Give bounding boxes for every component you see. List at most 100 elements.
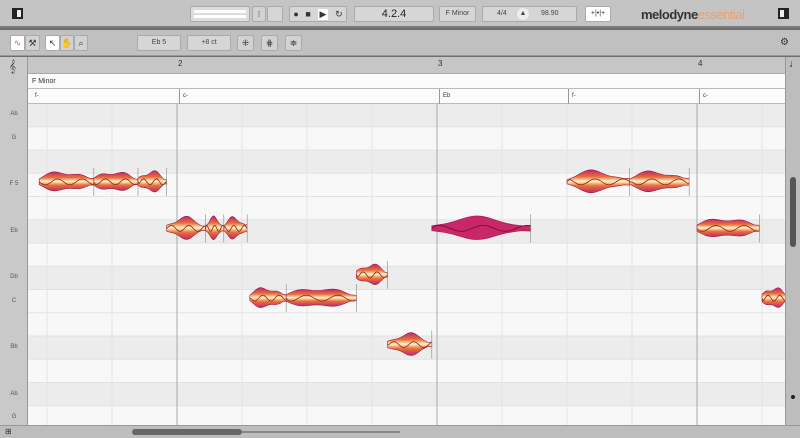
play-icon[interactable]: ▶ [317,8,329,20]
pitch-row [28,196,785,220]
note-blob[interactable] [356,260,388,289]
pitch-row [28,219,785,243]
pitch-row [28,359,785,383]
loop-icon[interactable]: ↻ [335,8,343,19]
scroll-dot[interactable] [791,395,795,399]
chord-label[interactable]: Eb [439,89,450,104]
stop-icon[interactable]: ■ [305,9,311,19]
pitch-curve [356,271,388,279]
pitch-field[interactable]: Eb 5 [137,35,181,51]
key-display[interactable]: F Minor [439,6,476,22]
macro-tool-icon[interactable]: ⚒ [25,35,40,51]
tool-bar: ∿ ⚒ ↖ ✋ ⌕ Eb 5 +8 ct ⁜ ⋕ ≑ ⚙ [0,30,800,56]
metronome-icon[interactable]: ▲ [517,8,529,20]
time-stretch-button[interactable]: +|•|+ [585,6,611,22]
piano-keys: 𝄞 Ab G F 5 Eb Db C Bb Ab G [0,57,28,425]
pitch-row [28,126,785,150]
note-blob[interactable] [223,214,248,243]
pointer-tool-icon[interactable]: ↖ [45,35,60,51]
chord-label[interactable]: f- [568,89,576,104]
horizontal-scrollbar[interactable] [132,429,242,435]
chord-label[interactable]: f- [35,93,39,99]
pitch-curve [629,178,690,186]
note-icon[interactable]: ♩ [789,58,800,70]
pitch-curve [205,224,225,232]
transport-controls: ● ■ ▶ ↻ [289,6,347,22]
waveform-overview [242,431,400,433]
clef-icon[interactable]: 𝄞 [9,59,17,73]
pitch-center-icon[interactable]: ⁜ [237,35,254,51]
pitch-row [28,104,785,127]
time-signature[interactable]: 4/4 [497,10,507,17]
timeline-ruler[interactable]: 2 3 4 [28,57,785,74]
toggle-right-panel-icon[interactable] [778,8,789,19]
cents-field[interactable]: +8 ct [187,35,231,51]
piano-key-label[interactable]: C [11,298,17,304]
piano-key-label[interactable]: Db [10,274,18,280]
tempo-area: 4/4 ▲ 98.90 [482,6,577,22]
chord-lane[interactable]: f-c- Eb f-c- [28,89,785,104]
top-bar: ⁝ ● ■ ▶ ↻ 4.2.4 F Minor 4/4 ▲ 98.90 +|•|… [0,0,800,28]
input-monitor-button[interactable]: ⁝ [252,6,266,22]
chord-label[interactable]: c- [179,89,188,104]
pitch-curve [38,178,94,186]
note-blob[interactable] [566,167,630,196]
key-label: F Minor [32,78,56,85]
pitch-row [28,312,785,336]
bar-number: 3 [438,59,443,68]
note-blob[interactable] [285,284,357,313]
pitch-curve [431,225,531,232]
note-blob[interactable] [629,167,690,196]
pitch-row [28,382,785,406]
pitch-tool-icon[interactable]: ∿ [10,35,25,51]
pitch-row [28,405,785,425]
position-display[interactable]: 4.2.4 [354,6,434,22]
piano-key-label[interactable]: G [11,135,17,141]
overview-icon[interactable]: ⊞ [5,427,12,436]
hand-tool-icon[interactable]: ✋ [60,35,74,51]
meter-spacer [267,6,283,22]
pitch-curve [166,224,206,232]
vertical-scrollbar[interactable]: ♩ [785,57,800,425]
pitch-curve [285,294,357,302]
piano-key-label[interactable]: Ab [10,391,18,397]
pitch-row [28,289,785,313]
pitch-curve [696,224,760,232]
pitch-curve [137,178,167,186]
pitch-curve [249,294,287,302]
note-amplitude [761,287,785,308]
piano-key-label[interactable]: Bb [10,344,18,350]
note-blob[interactable] [205,214,225,243]
pitch-curve [566,178,630,186]
pitch-curve [387,341,433,349]
note-blob[interactable] [696,214,760,243]
pitch-drift-icon[interactable]: ⋕ [261,35,278,51]
note-blob[interactable] [166,214,206,243]
piano-key-label[interactable]: Ab [10,111,18,117]
note-blob[interactable] [387,330,433,359]
chord-label[interactable]: c- [699,89,708,104]
melodyne-logo: melodyneessential [641,7,745,22]
note-blob[interactable] [137,167,167,196]
pitch-row [28,150,785,174]
level-meter [190,6,250,22]
key-lane[interactable]: F Minor [28,74,785,89]
pitch-curve [223,224,248,232]
toggle-left-panel-icon[interactable] [12,8,23,19]
settings-gear-icon[interactable]: ⚙ [780,37,789,48]
piano-key-label[interactable]: G [11,414,17,420]
bar-number: 2 [178,59,183,68]
note-editor[interactable] [28,104,785,425]
bottom-bar: ⊞ [0,425,800,438]
note-blob[interactable] [761,284,785,312]
quantize-icon[interactable]: ≑ [285,35,302,51]
zoom-tool-icon[interactable]: ⌕ [74,35,88,51]
pitch-row [28,243,785,267]
note-blob[interactable] [431,214,531,243]
scroll-thumb[interactable] [790,177,796,247]
piano-key-label[interactable]: Eb [10,228,18,234]
piano-key-label[interactable]: F 5 [9,181,19,187]
record-icon[interactable]: ● [293,9,299,19]
pitch-row [28,266,785,290]
tempo-value[interactable]: 98.90 [541,10,559,17]
